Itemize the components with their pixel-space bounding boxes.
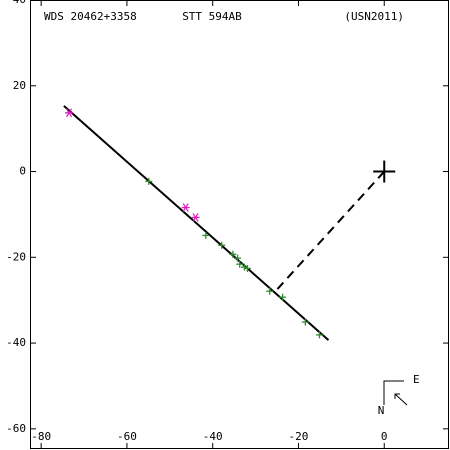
marker-stroke <box>182 203 189 212</box>
compass-east: E <box>413 373 420 386</box>
compass-north: N <box>378 404 385 417</box>
x-tick-label: -60 <box>117 430 137 443</box>
fit-line <box>63 105 330 341</box>
point <box>229 250 237 258</box>
dashed-line <box>276 170 385 290</box>
point <box>266 287 274 295</box>
y-tick-label: 40 <box>13 0 26 6</box>
y-tick-label: -40 <box>6 336 26 349</box>
point <box>301 318 309 326</box>
point <box>240 263 248 271</box>
y-tick-label: 0 <box>19 165 26 178</box>
compass <box>383 380 408 406</box>
primary-star <box>373 160 396 183</box>
marker-stroke <box>65 108 73 118</box>
point <box>315 331 323 339</box>
point <box>202 231 210 239</box>
title-left: WDS 20462+3358 <box>44 10 137 23</box>
point <box>243 264 251 272</box>
y-tick-label: -60 <box>6 422 26 435</box>
x-tick-label: -20 <box>289 430 309 443</box>
marker-stroke <box>192 213 199 222</box>
point <box>65 108 74 118</box>
point <box>218 241 226 249</box>
point <box>145 177 153 185</box>
x-tick-label: -80 <box>31 430 51 443</box>
point <box>236 260 244 268</box>
point <box>234 254 242 262</box>
point <box>191 213 200 222</box>
point <box>181 203 190 212</box>
chart-title: STT 594AB <box>182 10 242 23</box>
y-tick-label: -20 <box>6 250 26 263</box>
title-right: (USN2011) <box>344 10 404 23</box>
point <box>279 293 287 301</box>
plot-frame <box>30 0 449 449</box>
x-tick-label: -40 <box>203 430 223 443</box>
compass-arrowhead <box>394 393 400 399</box>
compass-axes <box>383 380 404 405</box>
x-tick-label: 0 <box>381 430 388 443</box>
compass-arrow <box>394 393 408 406</box>
y-tick-label: 20 <box>13 79 26 92</box>
